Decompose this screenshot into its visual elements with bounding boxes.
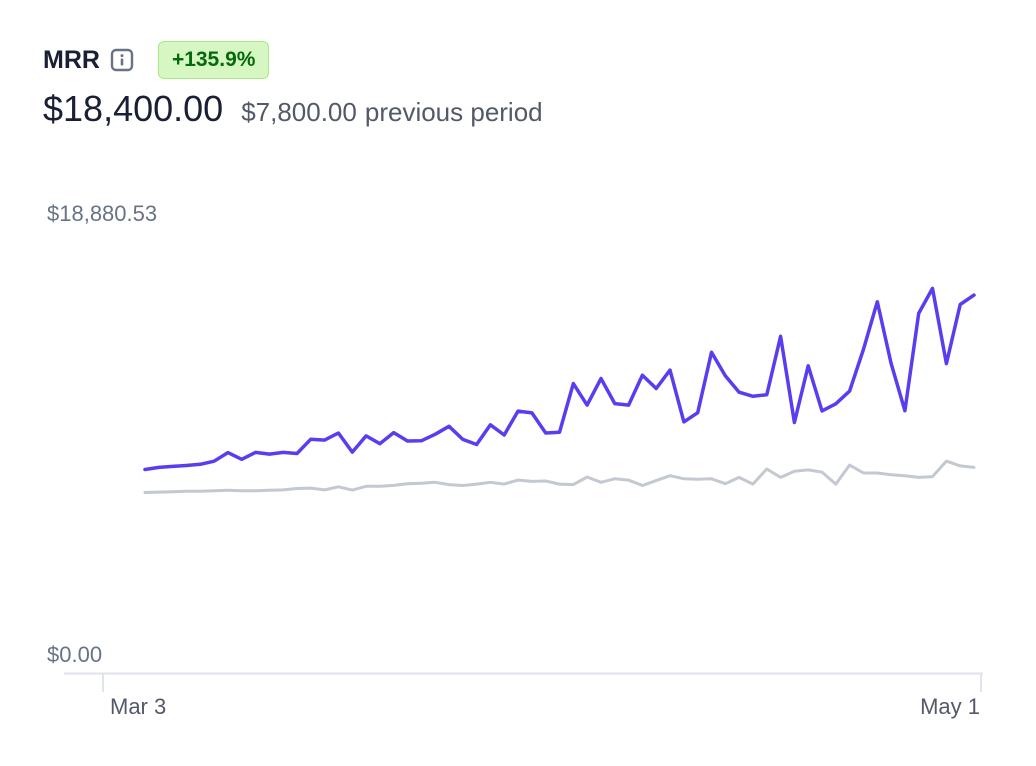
metric-header: MRR +135.9% bbox=[43, 40, 270, 80]
value-row: $18,400.00 $7,800.00 previous period bbox=[43, 88, 543, 130]
change-badge: +135.9% bbox=[157, 41, 270, 79]
previous-period-label: previous period bbox=[364, 97, 543, 127]
previous-value: $7,800.00 bbox=[241, 97, 357, 127]
metric-title: MRR bbox=[43, 45, 100, 74]
x-tick-label-end: May 1 bbox=[920, 694, 980, 719]
y-tick-label-max: $18,880.53 bbox=[47, 201, 157, 226]
series-layer bbox=[143, 286, 976, 494]
current-value: $18,400.00 bbox=[43, 88, 224, 129]
x-tick-label-start: Mar 3 bbox=[110, 694, 166, 719]
info-icon[interactable] bbox=[110, 48, 134, 72]
current-period-series-line bbox=[143, 286, 976, 472]
y-axis: $18,880.53 $0.00 bbox=[47, 201, 157, 667]
previous-period-series-line bbox=[143, 459, 976, 494]
y-tick-label-min: $0.00 bbox=[47, 642, 102, 667]
x-axis: Mar 3 May 1 bbox=[64, 672, 983, 719]
